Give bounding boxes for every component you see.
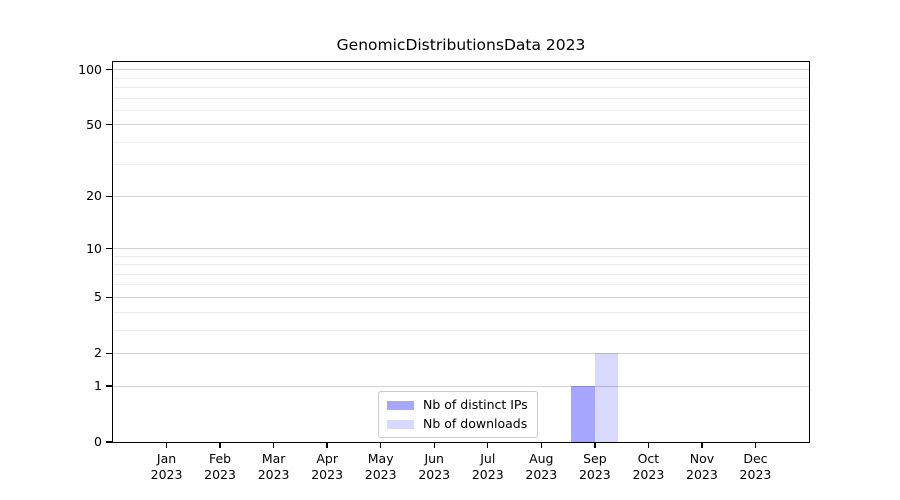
xtick-label-0: Jan 2023 bbox=[150, 451, 183, 482]
xtick-mark-0 bbox=[165, 443, 168, 448]
xtick-label-11: Dec 2023 bbox=[739, 451, 772, 482]
gridline-major-5 bbox=[113, 296, 809, 298]
xtick-mark-7 bbox=[540, 443, 542, 448]
bar-nb-of-downloads-sep-2023 bbox=[594, 353, 619, 442]
xtick-label-6: Jul 2023 bbox=[471, 451, 504, 482]
gridline-minor-9 bbox=[113, 255, 809, 257]
ytick-mark-2 bbox=[106, 352, 112, 355]
gridline-minor-6 bbox=[113, 284, 809, 286]
legend-swatch-distinct-ips bbox=[387, 400, 414, 410]
xtick-label-10: Nov 2023 bbox=[686, 451, 718, 482]
ytick-mark-1 bbox=[106, 385, 112, 387]
gridline-major-10 bbox=[113, 248, 809, 250]
gridline-minor-70 bbox=[113, 97, 809, 99]
gridline-minor-80 bbox=[113, 86, 809, 88]
xtick-mark-10 bbox=[701, 443, 703, 448]
xtick-mark-3 bbox=[326, 443, 328, 448]
gridline-major-1 bbox=[113, 385, 809, 387]
ytick-label-100: 100 bbox=[78, 61, 102, 77]
ytick-label-2: 2 bbox=[94, 345, 102, 361]
ytick-mark-10 bbox=[106, 247, 112, 250]
ytick-label-10: 10 bbox=[86, 240, 102, 256]
ytick-label-20: 20 bbox=[86, 188, 102, 204]
xtick-label-2: Mar 2023 bbox=[257, 451, 290, 482]
ytick-mark-50 bbox=[106, 124, 112, 126]
xtick-label-3: Apr 2023 bbox=[311, 451, 344, 482]
legend-item-downloads: Nb of downloads bbox=[387, 416, 528, 432]
plot-area bbox=[112, 61, 810, 443]
gridline-minor-30 bbox=[113, 164, 809, 166]
gridline-major-100 bbox=[113, 69, 809, 71]
bar-nb-of-distinct-ips-sep-2023 bbox=[571, 386, 595, 442]
xtick-label-9: Oct 2023 bbox=[632, 451, 665, 482]
xtick-mark-5 bbox=[433, 443, 435, 448]
legend-label-downloads: Nb of downloads bbox=[423, 416, 528, 431]
xtick-mark-11 bbox=[754, 443, 757, 448]
ytick-label-5: 5 bbox=[94, 289, 102, 305]
ytick-label-50: 50 bbox=[86, 116, 102, 132]
xtick-label-7: Aug 2023 bbox=[525, 451, 558, 482]
gridline-major-50 bbox=[113, 124, 809, 126]
gridline-minor-7 bbox=[113, 273, 809, 275]
gridline-minor-8 bbox=[113, 264, 809, 266]
xtick-label-4: May 2023 bbox=[364, 451, 397, 482]
xtick-mark-8 bbox=[594, 443, 596, 448]
gridline-minor-40 bbox=[113, 141, 809, 143]
gridline-minor-3 bbox=[113, 329, 809, 331]
ytick-mark-100 bbox=[106, 68, 112, 71]
gridline-minor-90 bbox=[113, 77, 809, 79]
xtick-label-5: Jun 2023 bbox=[418, 451, 451, 482]
ytick-label-1: 1 bbox=[94, 378, 102, 394]
xtick-mark-2 bbox=[272, 443, 275, 448]
xtick-label-1: Feb 2023 bbox=[204, 451, 236, 482]
xtick-mark-6 bbox=[487, 443, 489, 448]
legend-swatch-downloads bbox=[387, 419, 414, 429]
xtick-label-8: Sep 2023 bbox=[578, 451, 611, 482]
gridline-minor-60 bbox=[113, 109, 809, 111]
gridline-major-20 bbox=[113, 195, 809, 197]
legend-label-distinct-ips: Nb of distinct IPs bbox=[423, 397, 528, 412]
ytick-mark-5 bbox=[106, 296, 112, 299]
xtick-mark-1 bbox=[219, 443, 221, 448]
ytick-mark-0 bbox=[106, 441, 112, 443]
gridline-major-2 bbox=[113, 352, 809, 354]
ytick-label-0: 0 bbox=[94, 434, 102, 449]
xtick-mark-4 bbox=[379, 443, 382, 448]
legend: Nb of distinct IPs Nb of downloads bbox=[378, 391, 538, 438]
chart-title: GenomicDistributionsData 2023 bbox=[336, 36, 586, 54]
legend-item-distinct-ips: Nb of distinct IPs bbox=[387, 397, 528, 413]
xtick-mark-9 bbox=[647, 443, 650, 448]
ytick-mark-20 bbox=[106, 195, 112, 198]
gridline-minor-4 bbox=[113, 311, 809, 313]
